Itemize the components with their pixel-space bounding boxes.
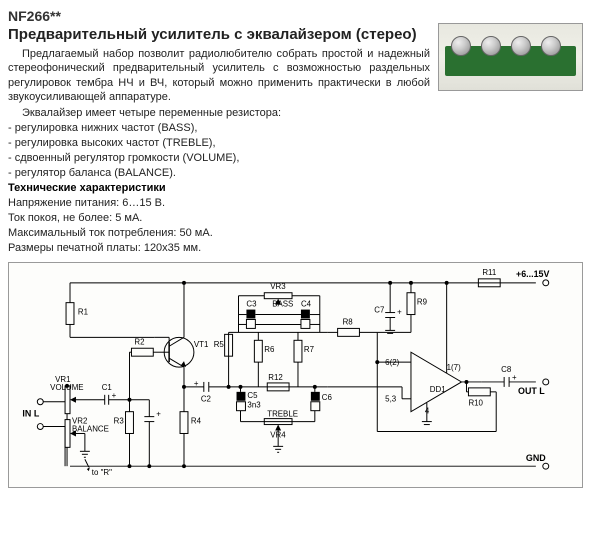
svg-text:+: + [512,373,517,382]
svg-text:R3: R3 [114,416,125,425]
svg-text:C4: C4 [301,299,312,308]
equalizer-section: Эквалайзер имеет четыре переменные резис… [8,106,583,180]
svg-text:GND: GND [526,453,546,463]
svg-text:4: 4 [425,406,430,415]
spec-2: Максимальный ток потребления: 50 мА. [8,226,583,241]
svg-text:R7: R7 [304,345,314,354]
svg-text:C7: C7 [374,305,384,314]
knob-1 [451,36,471,56]
eq-item-0: - регулировка нижних частот (BASS), [8,121,583,136]
svg-text:5,3: 5,3 [385,395,397,404]
svg-text:BASS: BASS [272,299,293,308]
eq-intro: Эквалайзер имеет четыре переменные резис… [8,106,583,121]
svg-text:VT1: VT1 [194,340,209,349]
svg-text:R11: R11 [482,268,497,277]
spec-0: Напряжение питания: 6…15 В. [8,196,583,211]
svg-text:R4: R4 [191,416,202,425]
svg-text:R9: R9 [417,297,428,306]
svg-text:TREBLE: TREBLE [267,409,298,418]
svg-text:R12: R12 [268,373,283,382]
knob-2 [481,36,501,56]
svg-text:3n3: 3n3 [247,400,261,409]
specs-title: Технические характеристики [8,182,583,194]
svg-text:to "R": to "R" [92,468,112,477]
svg-text:+: + [156,409,161,418]
svg-text:C2: C2 [201,395,211,404]
svg-text:IN L: IN L [22,408,39,418]
svg-text:R1: R1 [78,307,89,316]
svg-text:+: + [112,391,117,400]
svg-text:+6...15V: +6...15V [516,269,549,279]
svg-text:VR3: VR3 [270,282,286,291]
eq-item-2: - сдвоенный регулятор громкости (VOLUME)… [8,151,583,166]
svg-text:C8: C8 [501,365,512,374]
svg-text:R2: R2 [134,337,144,346]
specs-list: Напряжение питания: 6…15 В. Ток покоя, н… [8,196,583,255]
spec-1: Ток покоя, не более: 5 мА. [8,211,583,226]
svg-text:R5: R5 [214,340,225,349]
knob-4 [541,36,561,56]
eq-item-1: - регулировка высоких частот (TREBLE), [8,136,583,151]
svg-text:C6: C6 [322,393,333,402]
spec-3: Размеры печатной платы: 120x35 мм. [8,241,583,256]
svg-text:C5: C5 [247,391,258,400]
svg-text:R6: R6 [264,345,275,354]
schematic-diagram: +6...15V GND IN L VR1 VOLUME VR2 BALANCE [8,262,583,488]
svg-text:R10: R10 [468,399,483,408]
svg-text:R8: R8 [343,317,354,326]
svg-text:DD1: DD1 [430,385,446,394]
knob-3 [511,36,531,56]
svg-text:C3: C3 [246,299,257,308]
product-code: NF266** [8,8,583,24]
eq-item-3: - регулятор баланса (BALANCE). [8,166,583,181]
svg-text:OUT L: OUT L [518,386,545,396]
svg-text:BALANCE: BALANCE [72,424,109,433]
svg-text:+: + [397,307,402,316]
product-photo [438,23,583,91]
svg-text:1(7): 1(7) [447,363,461,372]
